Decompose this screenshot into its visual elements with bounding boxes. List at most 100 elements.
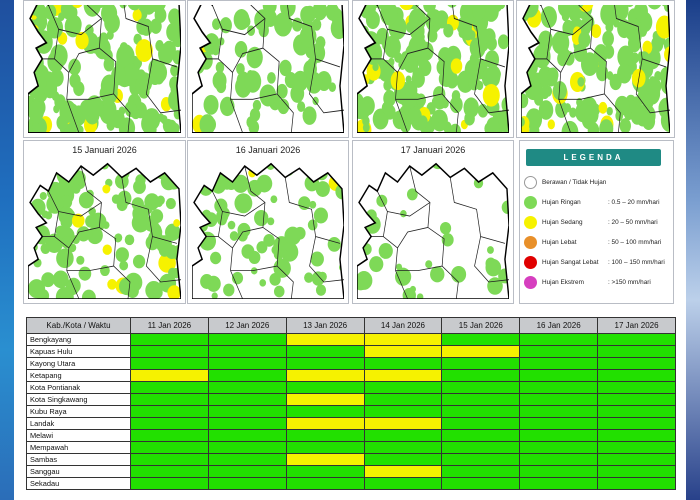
regency-boundary [284,177,341,244]
rain-cell [167,285,181,299]
rain-cell [212,18,221,30]
province-border [521,5,670,133]
regency-boundary [452,5,506,68]
rain-cell [131,213,150,233]
map-canvas [521,5,670,133]
rain-cell [124,101,137,118]
regency-boundary [58,18,102,36]
rain-light-cell [441,381,521,394]
rain-light-cell [441,369,521,382]
rain-moderate-cell [285,417,365,430]
rain-light-cell [597,357,676,370]
rain-light-cell [130,333,209,346]
legend-swatch [524,236,537,249]
rain-cell [569,107,577,118]
regency-boundary [635,58,670,114]
rain-cell [148,67,162,86]
rain-cell [117,190,132,207]
rain-cell [229,231,239,241]
table-row: Sanggau [26,465,676,478]
region-name: Melawi [26,429,131,442]
regency-boundary [222,202,266,217]
rain-cell [60,215,73,229]
rain-cell [598,101,608,114]
regency-boundary [376,190,408,299]
rain-cell [141,113,158,133]
rain-light-cell [519,381,599,394]
rain-light-cell [519,405,599,418]
rain-cell [283,163,297,169]
rain-light-cell [207,441,287,454]
rain-cell [658,97,670,120]
regency-boundary [309,58,344,114]
map-canvas [28,162,181,299]
rain-cell [237,222,251,238]
rain-cell [472,5,486,21]
province-border [28,162,181,299]
legend-range: : 20 – 50 mm/hari [608,219,658,226]
rain-cell [107,279,117,290]
rain-cell [53,104,60,114]
rain-cell [284,226,302,246]
region-name: Kayong Utara [26,357,131,370]
rain-cell [132,9,142,22]
region-name: Mempawah [26,441,131,454]
rain-light-cell [207,417,287,430]
region-name: Sekadau [26,477,131,490]
rain-cell [84,230,93,239]
rain-cell [311,271,325,286]
rain-light-cell [285,405,365,418]
rain-cell [614,95,630,116]
rain-light-cell [519,333,599,346]
rain-cell [425,260,433,269]
rain-cell [218,37,225,46]
rain-cell [259,84,277,107]
rain-cell [312,5,328,21]
legend-item: Hujan Sedang: 20 – 50 mm/hari [524,214,670,232]
rain-cell [497,34,509,50]
rain-light-cell [130,357,209,370]
legend-item: Hujan Ringan: 0.5 – 20 mm/hari [524,194,670,212]
province-border [357,5,509,133]
rain-light-cell [130,453,209,466]
rain-cell [602,30,614,47]
table-row: Kubu Raya [26,405,676,418]
regency-boundary [68,47,100,73]
regency-boundary [397,47,429,73]
regency-boundary [145,236,181,283]
rain-light-cell [519,345,599,358]
rain-cell [135,174,146,186]
legend-item: Berawan / Tidak Hujan [524,174,670,192]
rain-cell [432,24,439,33]
rain-cell [303,60,317,79]
region-name: Sanggau [26,465,131,478]
rain-cell [298,196,311,211]
rain-cell [327,236,341,252]
rain-cell [220,207,230,219]
rain-cell [558,5,574,18]
region-name: Kota Singkawang [26,393,131,406]
rain-cell [56,115,68,131]
regency-boundary [250,5,294,133]
rain-cell [563,26,571,37]
rain-cell [436,111,445,124]
rain-cell [395,267,412,286]
rain-light-cell [519,393,599,406]
rain-cell [603,44,615,59]
rain-cell [60,5,77,20]
rain-cell [248,250,261,265]
region-name: Kapuas Hulu [26,345,131,358]
rain-cell [227,220,236,230]
table-row: Kota Singkawang [26,393,676,406]
regency-boundary [244,165,294,299]
rain-moderate-cell [285,453,365,466]
table-header-region: Kab./Kota / Waktu [26,317,131,334]
rain-light-cell [597,417,676,430]
rain-cell [297,101,306,112]
legend-range: : 0.5 – 20 mm/hari [608,199,660,206]
map-canvas [192,5,344,133]
rain-light-cell [207,465,287,478]
regency-boundary [415,5,459,133]
rain-cell [630,52,640,64]
table-header-date: 12 Jan 2026 [207,317,287,334]
